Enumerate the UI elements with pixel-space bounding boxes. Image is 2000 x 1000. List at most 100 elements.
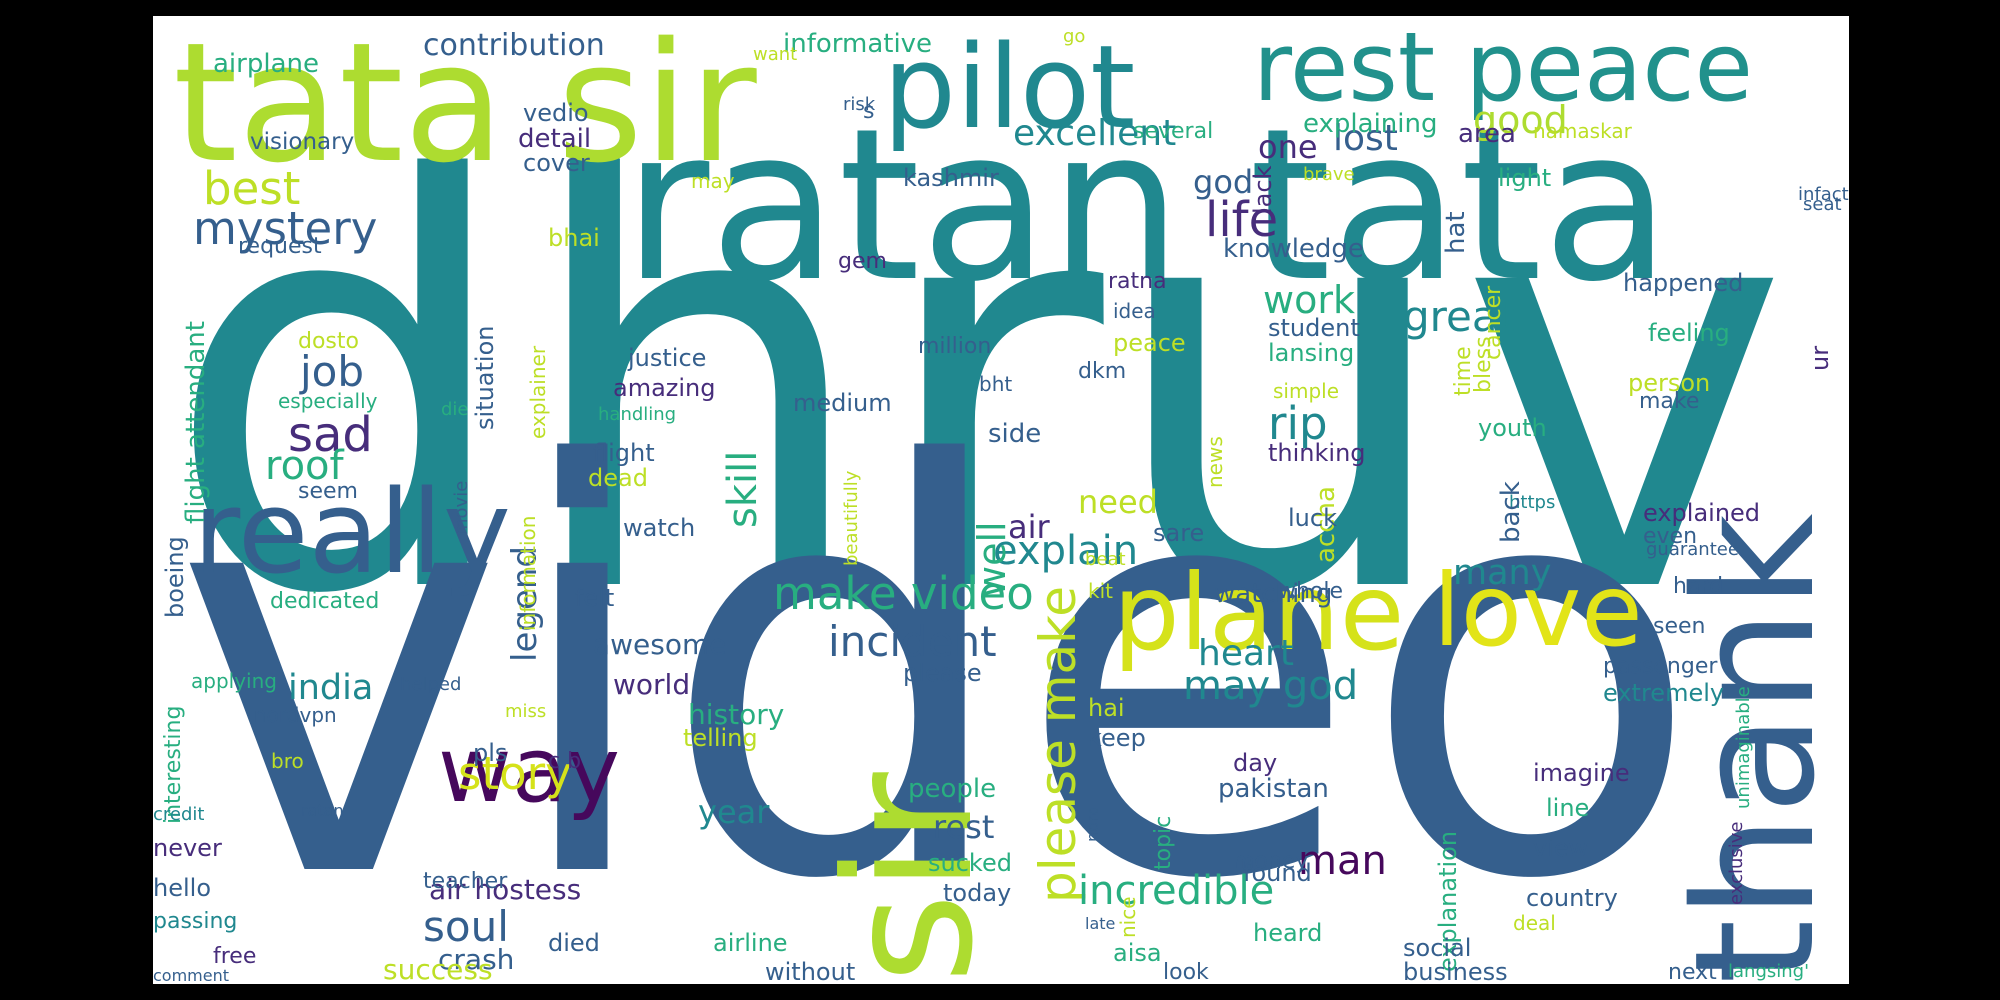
cloud-word: please [903,659,982,687]
cloud-word: social [1403,934,1472,962]
cloud-word: dosto [298,329,359,354]
cloud-word: need [1078,483,1158,521]
cloud-word: beautifully [841,470,862,566]
cloud-word: explaining [1303,109,1438,139]
cloud-word: dkm [1078,359,1127,384]
cloud-word: rest [933,808,995,846]
cloud-word: next [1668,960,1717,984]
cloud-word: explained [1643,499,1761,527]
cloud-word: please make [1029,585,1087,903]
cloud-word: sare [1153,519,1205,547]
cloud-word: may [691,169,735,193]
cloud-word: cover [523,149,590,177]
cloud-word: medium [793,389,892,417]
cloud-word: good [1473,98,1568,142]
cloud-word: bro [271,749,304,773]
cloud-word: air [1008,508,1050,546]
cloud-word: excellent [1013,113,1177,154]
cloud-word: money [1233,849,1309,874]
cloud-word: awesome [593,628,727,661]
cloud-word: unimaginable [1733,686,1754,809]
cloud-word: handling [598,404,677,425]
cloud-word: well [970,521,1014,597]
cloud-word: without [765,958,856,984]
cloud-word: story [458,747,572,800]
cloud-word: flight attendant [181,321,211,524]
cloud-word: ratan [301,801,344,820]
cloud-word: kit [1088,579,1113,603]
cloud-word: peace [1113,329,1186,357]
cloud-word: miss [505,701,547,722]
cloud-word: explain [993,528,1139,574]
cloud-word: cancer [1481,285,1506,360]
cloud-word: visionary [250,129,355,155]
cloud-word: air hostess [429,873,582,906]
cloud-word: soul [423,902,509,951]
cloud-word: justice [628,344,707,372]
cloud-word: year [698,793,770,831]
cloud-word: one [1258,128,1318,166]
cloud-word: line [1546,794,1590,822]
cloud-word: c b [548,749,582,774]
cloud-word: success [383,953,493,984]
cloud-word: nord [1083,805,1102,842]
cloud-word: news [1203,436,1227,488]
cloud-word: airline [713,929,788,957]
cloud-word: langsing' [1728,961,1810,982]
cloud-word: several [1133,119,1214,144]
cloud-word: god [1193,163,1254,201]
cloud-word: dhruv [163,65,1790,717]
cloud-word: may god [1183,663,1359,709]
cloud-word: comment [153,966,230,984]
cloud-word: died [548,929,600,957]
cloud-word: never [153,834,222,862]
cloud-word: tata sir [173,16,757,199]
cloud-word: lost [1333,118,1398,159]
cloud-word: keep [1088,724,1146,752]
cloud-word: infact [1798,184,1849,205]
cloud-word: extremely [1603,679,1725,707]
cloud-word: contribution [423,28,605,63]
cloud-word: seem [298,479,358,504]
cloud-word: risk [843,94,876,115]
cloud-word: thinking [1268,439,1366,467]
cloud-word: pilot [883,21,1136,155]
cloud-word: airplane [213,49,319,79]
cloud-word: especially [278,389,378,413]
cloud-word: today [943,879,1012,907]
cloud-word: s [863,99,875,124]
cloud-word: view [1533,834,1589,862]
cloud-word: incredible [1078,868,1275,914]
cloud-word: look [1163,960,1209,984]
cloud-word: late [1085,914,1116,933]
cloud-word: love [1433,552,1643,669]
cloud-word: seat [1803,194,1842,215]
cloud-word: boeing [161,536,189,618]
cloud-word: aisa [1113,939,1162,967]
cloud-word: imagine [1533,759,1630,787]
cloud-word: day [1233,749,1278,777]
cloud-word: luck [1288,504,1337,532]
cloud-word: idea [1113,299,1156,323]
cloud-word: die [441,399,469,420]
cloud-word: go [1063,26,1086,47]
cloud-word: nice [1116,896,1140,938]
cloud-word: hard [1673,574,1724,599]
cloud-word: sad [288,407,373,463]
cloud-word: want [753,44,798,65]
cloud-word: hello [153,874,211,902]
cloud-word: felt [575,584,615,612]
cloud-word: passenger [1603,654,1718,679]
cloud-word: namaskar [1533,119,1632,143]
cloud-word: crash [438,943,515,976]
cloud-word: nordvpn [254,703,337,727]
cloud-word: heart [1198,633,1294,674]
cloud-word: vedio [523,99,589,127]
cloud-word: back [1496,481,1526,543]
cloud-word: world [613,668,691,701]
cloud-word: teacher [423,869,508,894]
word-cloud: dhruv video ratan tata tata sir pilot rest pe… [153,16,1849,984]
cloud-word: topic [1151,815,1176,870]
cloud-word: simple [1273,379,1340,403]
cloud-word: https [1509,492,1556,513]
